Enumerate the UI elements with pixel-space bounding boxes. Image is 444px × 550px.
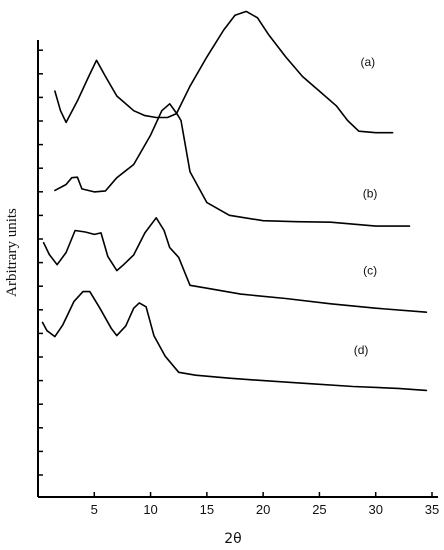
- series-label-b: (b): [363, 187, 378, 201]
- x-axis-title: 2θ: [224, 531, 241, 547]
- x-tick-label: 25: [312, 502, 326, 517]
- y-ticks: [38, 49, 43, 476]
- series-labels: (a) (b) (c) (d): [354, 55, 378, 357]
- x-tick-label: 15: [200, 502, 214, 517]
- series-line-b: [54, 103, 411, 227]
- x-tick-label: 30: [368, 502, 382, 517]
- series-line-a: [54, 10, 394, 134]
- series-line-c: [42, 217, 428, 313]
- series-label-c: (c): [363, 264, 377, 278]
- series-layer: [41, 10, 428, 392]
- series-label-a: (a): [360, 55, 375, 69]
- x-tick-label: 20: [256, 502, 270, 517]
- x-tick-label: 10: [143, 502, 157, 517]
- x-ticks: 5 10 15 20 25 30 35: [91, 492, 439, 517]
- x-tick-label: 35: [425, 502, 439, 517]
- series-label-d: (d): [354, 343, 369, 357]
- y-axis-title: Arbitrary units: [4, 208, 20, 297]
- series-line-d: [41, 290, 428, 392]
- x-tick-label: 5: [91, 502, 98, 517]
